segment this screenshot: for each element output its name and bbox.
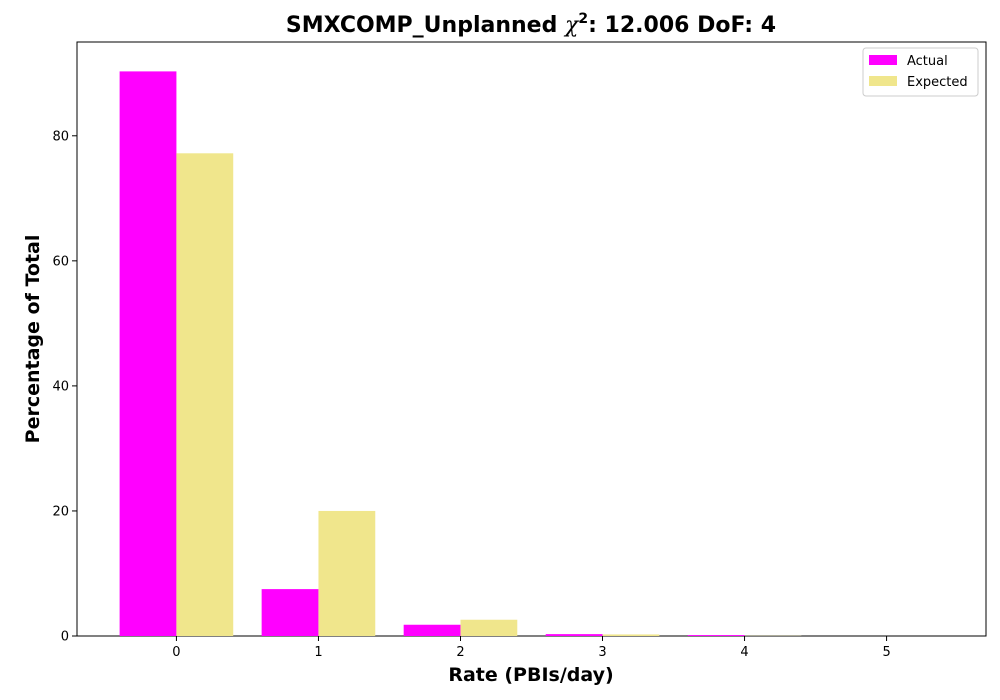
bar-actual-2: [403, 624, 461, 636]
bar-expected-0: [176, 153, 234, 637]
bar-actual-0: [119, 71, 177, 636]
y-tick-label: 0: [61, 630, 69, 645]
x-tick-label: 1: [314, 645, 322, 660]
bar-expected-2: [460, 619, 518, 636]
legend-swatch-actual: [869, 55, 897, 65]
legend-label-expected: Expected: [907, 75, 968, 90]
legend: Actual Expected: [862, 47, 979, 97]
y-axis-ticks: 0 20 40 60 80: [52, 129, 77, 645]
legend-swatch-expected: [869, 76, 897, 86]
plot-area: [76, 41, 987, 637]
x-tick-label: 3: [598, 645, 606, 660]
bar-actual-1: [261, 589, 319, 636]
bars-group: [119, 71, 802, 637]
x-tick-label: 5: [882, 645, 890, 660]
bar-expected-1: [318, 510, 376, 636]
y-tick-label: 80: [52, 129, 69, 144]
x-axis-ticks: 0 1 2 3 4 5: [172, 636, 891, 660]
bar-actual-4: [687, 635, 745, 636]
x-tick-label: 2: [456, 645, 464, 660]
y-tick-label: 20: [52, 504, 69, 519]
legend-label-actual: Actual: [907, 54, 948, 69]
y-tick-label: 40: [52, 379, 69, 394]
y-axis-label: Percentage of Total: [22, 235, 44, 444]
x-tick-label: 0: [172, 645, 180, 660]
bar-expected-3: [602, 634, 660, 636]
chart-title: SMXCOMP_Unplanned χ2: 12.006 DoF: 4: [286, 11, 776, 38]
x-tick-label: 4: [740, 645, 748, 660]
x-axis-label: Rate (PBIs/day): [448, 664, 613, 686]
bar-actual-3: [545, 634, 603, 636]
y-tick-label: 60: [52, 254, 69, 269]
